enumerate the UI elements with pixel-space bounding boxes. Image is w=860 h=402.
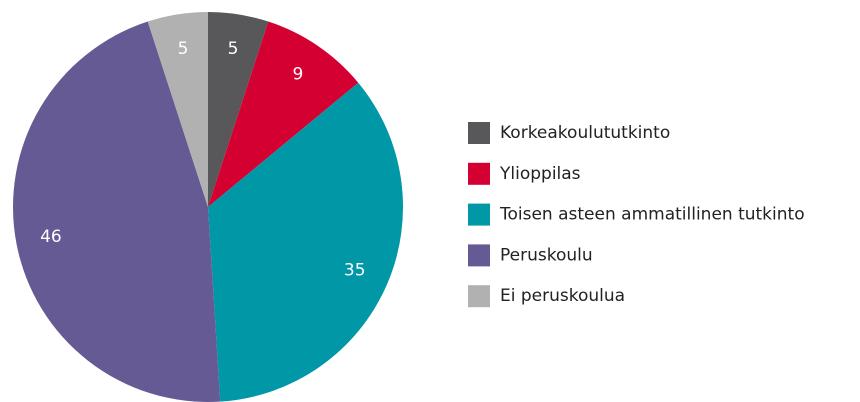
legend-label: Ylioppilas bbox=[499, 164, 581, 184]
pie-slice bbox=[13, 21, 221, 402]
pie-slice bbox=[147, 12, 208, 207]
slice-label: 46 bbox=[40, 227, 62, 247]
slice-label: 35 bbox=[344, 261, 366, 281]
pie-slice bbox=[208, 12, 269, 207]
legend-label: Peruskoulu bbox=[500, 245, 593, 265]
slice-label: 9 bbox=[292, 65, 303, 85]
slice-label: 5 bbox=[178, 39, 189, 59]
legend-label: Toisen asteen ammatillinen tutkinto bbox=[499, 205, 805, 225]
legend-swatch bbox=[468, 162, 490, 185]
legend-label: Korkeakoulututkinto bbox=[500, 123, 670, 143]
legend-swatch bbox=[468, 285, 490, 308]
slice-label: 5 bbox=[228, 39, 239, 59]
legend-swatch bbox=[468, 203, 490, 226]
legend-label: Ei peruskoulua bbox=[500, 286, 625, 306]
pie-slice bbox=[208, 82, 404, 402]
legend-swatch bbox=[468, 244, 490, 267]
pie-slice bbox=[208, 21, 359, 208]
legend-swatch bbox=[468, 122, 490, 144]
